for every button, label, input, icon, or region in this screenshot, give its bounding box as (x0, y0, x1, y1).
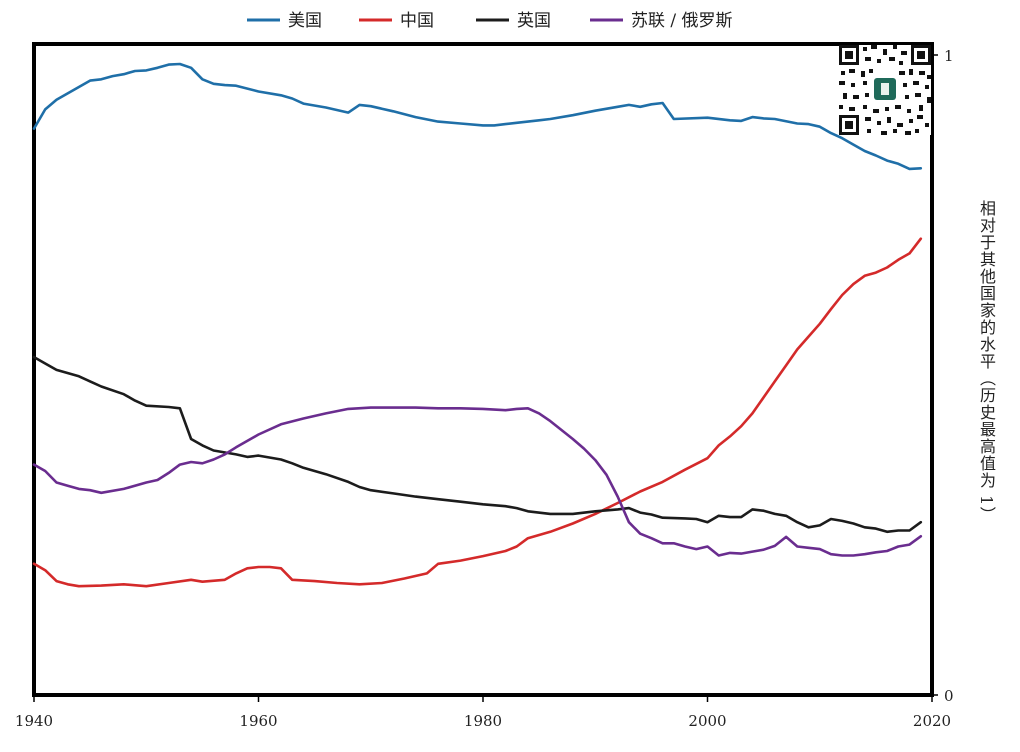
y-axis-label: 相对于其他国家的水平（历史最高值为 1） (977, 200, 996, 524)
x-tick-label-3: 2000 (688, 712, 726, 730)
series-line-0 (32, 62, 923, 171)
series-line-3 (32, 406, 923, 557)
x-tick-label-4: 2020 (913, 712, 951, 730)
x-tick-label-0: 1940 (15, 712, 53, 730)
legend-label-1: 中国 (400, 11, 434, 31)
x-tick-label-2: 1980 (464, 712, 502, 730)
qr-code-icon (839, 45, 931, 135)
legend-label-0: 美国 (288, 11, 322, 31)
legend-label-3: 苏联 / 俄罗斯 (631, 11, 733, 31)
axis-layer: 1940 1960 1980 2000 2020 0 1 (15, 47, 954, 730)
y-tick-label-0: 0 (944, 687, 954, 705)
series-layer (32, 62, 923, 588)
legend-label-2: 英国 (517, 11, 551, 31)
x-tick-label-1: 1960 (239, 712, 277, 730)
y-tick-label-1: 1 (944, 47, 954, 65)
series-line-1 (32, 237, 923, 588)
legend: 美国 中国 英国 苏联 / 俄罗斯 (247, 11, 733, 31)
plot-frame (32, 42, 934, 697)
series-line-2 (32, 355, 923, 534)
